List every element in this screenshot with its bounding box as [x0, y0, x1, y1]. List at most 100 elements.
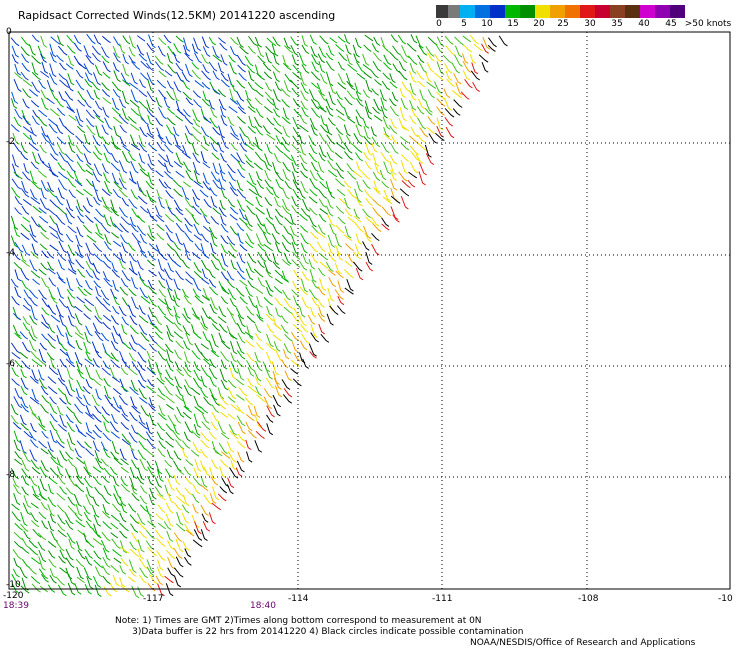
wind-barb: [335, 270, 344, 279]
wind-barb: [75, 259, 85, 269]
wind-barb: [57, 143, 66, 155]
wind-barb: [84, 358, 95, 366]
wind-barb: [193, 223, 202, 236]
wind-barb: [308, 135, 317, 147]
wind-barb: [309, 34, 317, 45]
wind-barb: [318, 46, 327, 58]
wind-barb: [273, 322, 282, 331]
wind-barb: [239, 244, 248, 252]
wind-barb: [20, 377, 29, 390]
wind-barb: [235, 307, 245, 320]
wind-barb: [390, 169, 397, 181]
wind-barb: [245, 421, 253, 431]
wind-barb: [282, 161, 291, 172]
wind-barb: [289, 79, 300, 89]
wind-barb: [266, 37, 277, 47]
wind-barb: [442, 54, 453, 64]
wind-barb: [382, 196, 393, 205]
wind-barb: [218, 442, 228, 455]
wind-barb: [175, 222, 185, 233]
wind-barb: [109, 216, 117, 228]
wind-barb: [140, 72, 149, 81]
wind-barb: [139, 79, 146, 89]
wind-barb: [28, 296, 38, 307]
wind-barb: [344, 208, 353, 217]
wind-barb: [345, 73, 354, 88]
wind-barb: [65, 325, 73, 338]
wind-barb: [139, 458, 149, 472]
wind-barb: [22, 79, 33, 87]
wind-barb: [236, 404, 245, 415]
wind-barb: [75, 144, 84, 155]
wind-barb: [175, 385, 184, 397]
wind-barb: [102, 253, 112, 263]
wind-barb: [445, 126, 455, 139]
legend-label: >50 knots: [684, 19, 732, 29]
wind-barb: [139, 504, 149, 513]
wind-barb: [121, 150, 131, 164]
wind-barb: [38, 440, 48, 449]
wind-barb: [139, 250, 148, 258]
wind-barb: [245, 223, 253, 232]
wind-barb: [181, 187, 190, 201]
wind-barb: [183, 161, 192, 173]
wind-barb: [191, 69, 201, 80]
wind-barb: [425, 100, 433, 113]
wind-barb: [138, 100, 149, 110]
wind-barb: [94, 584, 102, 597]
wind-barb: [381, 80, 391, 91]
wind-barb: [111, 97, 120, 111]
wind-barb: [85, 366, 94, 381]
wind-barb: [363, 125, 371, 140]
wind-barb: [137, 214, 146, 223]
wind-barb: [85, 447, 95, 457]
wind-barb: [166, 253, 176, 264]
wind-barb: [334, 234, 343, 248]
wind-barb: [64, 126, 75, 136]
wind-barb: [299, 125, 309, 133]
wind-barb: [347, 216, 357, 224]
wind-barb: [328, 169, 338, 178]
wind-barb: [30, 306, 38, 321]
wind-barb: [192, 196, 200, 208]
wind-barb: [282, 169, 290, 181]
wind-barb: [74, 583, 82, 595]
wind-barb: [110, 431, 120, 439]
wind-barb: [229, 225, 239, 236]
legend-swatch: [490, 5, 505, 18]
wind-barb: [49, 420, 58, 432]
wind-barb: [37, 223, 47, 233]
wind-barb: [300, 162, 308, 172]
wind-barb: [353, 145, 363, 153]
wind-barb: [75, 69, 84, 79]
wind-barb: [181, 396, 190, 410]
wind-barb: [103, 214, 112, 227]
wind-barb: [418, 162, 427, 176]
wind-barb: [192, 161, 200, 176]
wind-barb: [254, 151, 265, 162]
wind-barb: [138, 370, 147, 383]
wind-barb: [57, 207, 68, 215]
wind-barb: [408, 171, 418, 179]
wind-barb: [56, 405, 64, 416]
wind-barb: [12, 324, 21, 337]
wind-barb: [13, 78, 22, 93]
wind-barb: [175, 170, 185, 178]
wind-barb: [217, 62, 225, 74]
wind-barb: [164, 298, 172, 311]
wind-barb: [48, 558, 57, 568]
wind-barb: [400, 195, 409, 210]
wind-barb: [246, 261, 255, 274]
wind-barb: [300, 170, 309, 179]
wind-barb: [102, 71, 111, 79]
wind-barb: [282, 125, 291, 138]
wind-barb: [291, 162, 299, 174]
wind-barb: [264, 169, 272, 182]
wind-barb: [118, 395, 128, 406]
wind-barb: [236, 100, 245, 110]
wind-barb: [237, 199, 246, 212]
wind-barb: [212, 70, 220, 81]
wind-barb: [65, 213, 73, 225]
wind-barb: [265, 279, 274, 293]
wind-barb: [57, 368, 66, 383]
